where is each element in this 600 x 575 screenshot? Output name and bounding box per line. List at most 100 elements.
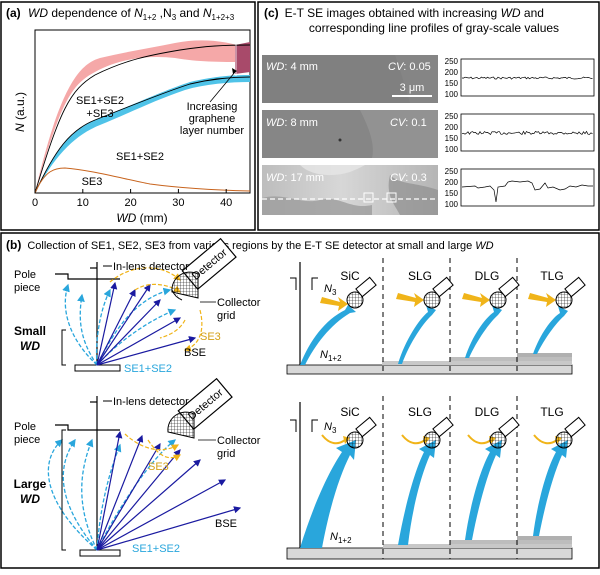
pole-piece-label: Pole piece (14, 269, 40, 294)
bse-paths (96, 430, 242, 551)
collector-grid (167, 411, 195, 439)
substrate (286, 547, 573, 560)
n3-arrow (462, 293, 490, 307)
sem-image-3: WD: 17 mm CV: 0.3 (262, 165, 438, 215)
x-tick-label: 10 (77, 197, 89, 209)
plot-axes (34, 29, 251, 194)
pole-piece (55, 424, 120, 431)
large-wd-schematic: Detector In-lens detector Pole piece Larg… (14, 377, 261, 557)
n12-arrow (465, 305, 502, 358)
panel-b: (b) Collection of SE1, SE2, SE3 from vari… (0, 232, 600, 569)
se123-fill (35, 40, 250, 193)
n12-label: N1+2 (320, 349, 342, 363)
profile-plot-2: 250 200 150 100 (445, 112, 595, 154)
label-se3: SE3 (82, 176, 103, 188)
se12-paths (62, 283, 177, 366)
wd-label: WD: 8 mm (266, 117, 318, 129)
bse-label: BSE (215, 518, 237, 530)
profile-tick: 100 (445, 200, 459, 209)
n3-arrowheads (343, 436, 562, 444)
profile-plot-3: 250 200 150 100 (445, 167, 595, 209)
mini-detectors (346, 276, 586, 309)
x-tick-label: 30 (172, 197, 184, 209)
x-ticks (34, 189, 227, 193)
panel-b-title: (b) Collection of SE1, SE2, SE3 from vari… (6, 238, 494, 252)
substrate (286, 364, 573, 375)
bse-label: BSE (184, 347, 206, 359)
n3-label: N3 (324, 283, 337, 297)
pole-piece (55, 273, 120, 280)
n3-arrows (321, 434, 558, 445)
cv-label: CV: 0.1 (390, 117, 427, 129)
collector-label: Collector grid (217, 435, 261, 460)
annotation-text: Increasing graphene layer number (180, 101, 245, 137)
x-tick-label: 40 (220, 197, 232, 209)
n3-arrow (528, 293, 556, 307)
scale-label: 3 μm (400, 82, 425, 94)
graphene-range-fill (235, 42, 250, 74)
label-se12: SE1+SE2 (116, 151, 164, 163)
profile-tick: 150 (445, 189, 459, 198)
n12-arrow (533, 306, 568, 354)
region-label: DLG (475, 269, 500, 283)
panel-c-subtitle: corresponding line profiles of gray-scal… (309, 21, 559, 35)
sem-image-1: WD: 4 mm CV: 0.05 3 μm (262, 55, 438, 103)
inlens-label: In-lens detector (113, 396, 189, 408)
pole-piece-label: Pole piece (14, 421, 40, 446)
se12-fill (35, 75, 250, 193)
profile-tick: 100 (445, 90, 459, 99)
large-wd-label: Large WD (14, 477, 47, 506)
region-label: TLG (540, 269, 563, 283)
se12-label: SE1+SE2 (124, 363, 172, 375)
n3-label: N3 (324, 421, 337, 435)
sample (74, 364, 121, 372)
se12-curve (34, 76, 251, 194)
region-label: SiC (340, 405, 360, 419)
region-label: TLG (540, 405, 563, 419)
region-label: SLG (408, 405, 432, 419)
panel-a-frame (0, 1, 256, 231)
marker-box (363, 192, 374, 203)
se12-paths (47, 438, 177, 551)
profile-plot-1: 250 200 150 100 (445, 57, 595, 99)
n3-arrow (320, 297, 348, 311)
n12-arrow (465, 440, 502, 540)
profile-tick: 150 (445, 79, 459, 88)
y-axis-label: N (a.u.) (13, 92, 27, 132)
x-tick-labels: 0 10 20 30 40 (32, 197, 232, 209)
panel-a-title: (a) WD dependence of N1+2 ,N3 and N1+2+3 (6, 6, 235, 22)
collector-label: Collector grid (217, 297, 261, 322)
wd-label: WD: 4 mm (266, 61, 318, 73)
annotation-arrow (209, 71, 236, 103)
se3-label: SE3 (148, 461, 169, 473)
cv-label: CV: 0.3 (390, 172, 427, 184)
x-axis-label: WD (mm) (116, 211, 167, 225)
sem-image-2: WD: 8 mm CV: 0.1 (262, 110, 438, 158)
annotation-arrowhead (232, 68, 237, 74)
se12-label: SE1+SE2 (132, 543, 180, 555)
n12-arrow (398, 305, 436, 364)
x-tick-label: 0 (32, 197, 38, 209)
panel-c-frame (257, 1, 600, 231)
se3-paths (124, 433, 182, 462)
profile-tick: 200 (445, 178, 459, 187)
regions-small: SiC SLG DLG TLG N3 N1+2 (286, 258, 586, 375)
se123-curve (34, 44, 251, 194)
cv-label: CV: 0.05 (388, 61, 431, 73)
region-label: SLG (408, 269, 432, 283)
panel-c: (c) E-T SE images obtained with increasin… (257, 1, 600, 231)
small-wd-schematic: Detector In-lens detector Pole piece Smal… (14, 237, 261, 375)
profile-tick: 200 (445, 68, 459, 77)
profile-tick: 250 (445, 57, 459, 66)
panel-b-frame (0, 232, 600, 569)
region-label: DLG (475, 405, 500, 419)
x-tick-label: 20 (124, 197, 136, 209)
collector-grid (171, 271, 199, 299)
profile-tick: 250 (445, 167, 459, 176)
se3-label: SE3 (200, 331, 221, 343)
small-wd-label: Small WD (14, 324, 46, 353)
profile-plots: 250 200 150 100 250 200 150 100 250 200 … (445, 57, 595, 209)
mini-detectors (346, 416, 586, 449)
n12-arrow (300, 440, 356, 548)
